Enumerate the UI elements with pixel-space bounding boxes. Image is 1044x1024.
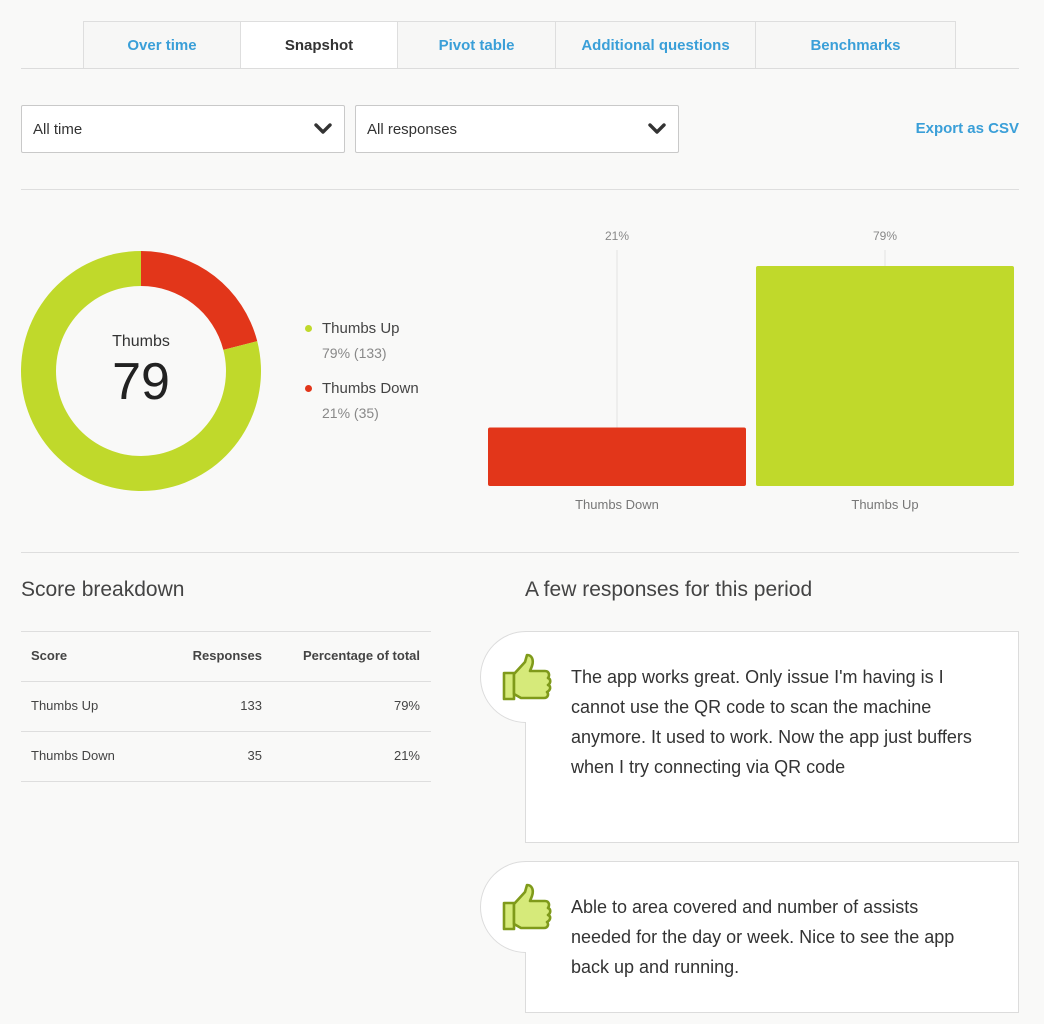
score-cell: Thumbs Down [31, 748, 115, 763]
score-breakdown-title: Score breakdown [21, 578, 185, 601]
chevron-down-icon [314, 123, 332, 134]
responses-filter-value: All responses [367, 120, 458, 138]
percentage-cell: 21% [393, 748, 420, 763]
bar-thumbs-up [756, 266, 1014, 486]
bar-category-label: Thumbs Down [575, 497, 659, 512]
score-breakdown-table: Score Responses Percentage of total Thum… [21, 631, 431, 782]
legend-value-thumbs-up: 79% (133) [322, 345, 387, 361]
legend-label-thumbs-down: Thumbs Down [322, 380, 419, 397]
tab-pivot-table[interactable]: Pivot table [397, 21, 556, 69]
bar-data-label: 79% [873, 229, 897, 243]
legend-swatch-thumbs-down [305, 385, 312, 392]
column-header-responses: Responses [192, 648, 262, 663]
column-header-score: Score [31, 648, 68, 663]
legend-swatch-thumbs-up [305, 325, 312, 332]
response-card: Able to area covered and number of assis… [525, 861, 1019, 1013]
tab-additional-questions[interactable]: Additional questions [555, 21, 756, 69]
tab-bar: Over time Snapshot Pivot table Additiona… [83, 21, 956, 69]
score-cell: Thumbs Up [31, 698, 99, 713]
donut-title: Thumbs [112, 333, 170, 350]
donut-score: 79 [112, 353, 170, 411]
bar-category-label: Thumbs Up [851, 497, 918, 512]
responses-filter-select[interactable]: All responses [355, 105, 679, 153]
response-card: The app works great. Only issue I'm havi… [525, 631, 1019, 843]
percentage-cell: 79% [393, 698, 420, 713]
tab-benchmarks[interactable]: Benchmarks [755, 21, 956, 69]
divider [21, 552, 1019, 553]
responses-cell: 35 [247, 748, 262, 763]
table-row: Thumbs Up 133 79% [21, 682, 431, 732]
tabs-divider [21, 68, 1019, 69]
table-row: Thumbs Down 35 21% [21, 732, 431, 782]
table-header-row: Score Responses Percentage of total [21, 631, 431, 682]
divider [21, 189, 1019, 190]
response-text: The app works great. Only issue I'm havi… [571, 667, 972, 777]
legend-label-thumbs-up: Thumbs Up [322, 320, 400, 337]
export-csv-link[interactable]: Export as CSV [915, 120, 1019, 137]
tab-over-time[interactable]: Over time [83, 21, 241, 69]
thumbs-up-icon [502, 653, 552, 701]
bar-thumbs-down [488, 427, 746, 486]
bar-data-label: 21% [605, 229, 629, 243]
responses-cell: 133 [240, 698, 262, 713]
tab-snapshot[interactable]: Snapshot [240, 21, 398, 69]
responses-section-title: A few responses for this period [525, 578, 813, 601]
donut-slice-thumbs-down [141, 251, 258, 350]
response-text: Able to area covered and number of assis… [571, 897, 955, 977]
time-range-value: All time [33, 120, 83, 138]
column-header-percentage: Percentage of total [302, 648, 420, 663]
thumbs-up-icon [502, 883, 552, 931]
time-range-select[interactable]: All time [21, 105, 345, 153]
legend-value-thumbs-down: 21% (35) [322, 405, 379, 421]
donut-chart [21, 251, 261, 491]
chevron-down-icon [648, 123, 666, 134]
bar-chart: 21% Thumbs Down 79% Thumbs Up [488, 229, 1014, 512]
